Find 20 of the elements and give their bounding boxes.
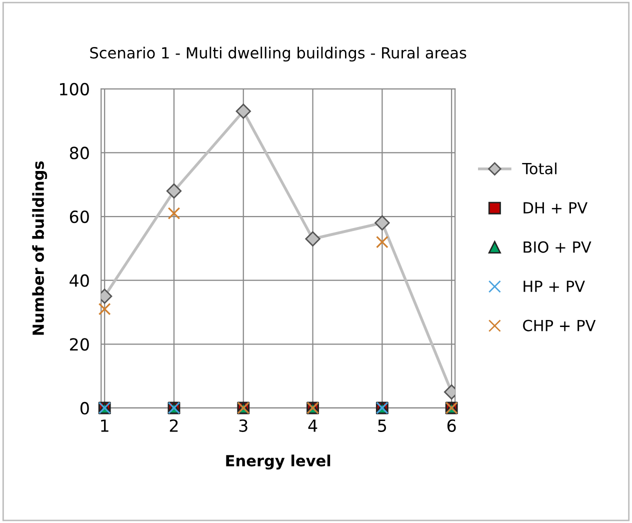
y-axis-title: Number of buildings [32, 161, 48, 335]
y-tick-label: 60 [70, 210, 89, 224]
x-tick-label: 1 [101, 420, 108, 432]
y-tick-label: 0 [80, 402, 89, 415]
legend-label: Total [522, 162, 556, 174]
legend-label: CHP + PV [523, 320, 596, 332]
x-axis-title: Energy level [226, 454, 330, 470]
x-tick-label: 6 [447, 419, 456, 432]
legend-label: DH + PV [524, 202, 588, 214]
x-tick-label: 4 [308, 420, 318, 432]
y-tick-label: 40 [70, 274, 89, 287]
legend-label: BIO + PV [524, 241, 592, 253]
x-tick-label: 3 [239, 419, 248, 432]
x-tick-label: 2 [170, 419, 178, 432]
chart-title: Scenario 1 - Multi dwelling buildings - Rural areas [90, 46, 466, 62]
y-tick-label: 20 [70, 338, 89, 351]
legend-label: HP + PV [524, 280, 585, 292]
y-tick-label: 100 [60, 82, 89, 96]
x-tick-label: 5 [378, 420, 386, 432]
y-tick-label: 80 [70, 146, 89, 160]
